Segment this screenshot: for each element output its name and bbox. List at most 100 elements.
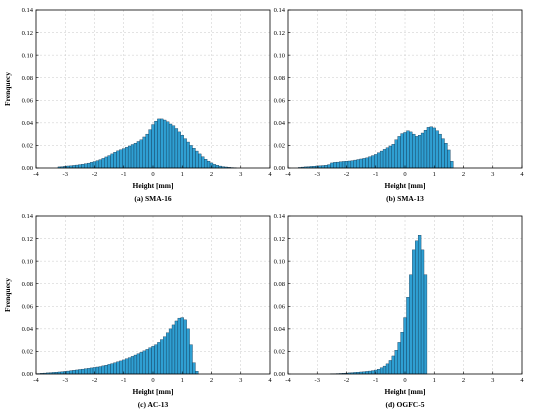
histogram-bar <box>107 155 111 169</box>
histogram-bar <box>397 342 401 375</box>
y-tick-label: 0.12 <box>22 236 33 243</box>
y-tick-label: 0.14 <box>22 213 34 220</box>
histogram-bar <box>142 350 146 375</box>
histogram-bar <box>429 126 433 169</box>
histogram-bar <box>183 138 187 169</box>
histogram-bar <box>160 118 164 169</box>
histogram-bar <box>72 370 76 375</box>
y-tick-label: 0.04 <box>22 120 34 127</box>
histogram-bar <box>174 128 179 169</box>
histogram-bar <box>391 144 395 169</box>
y-tick-label: 0.12 <box>274 30 285 37</box>
histogram-bar <box>163 119 167 169</box>
y-tick-label: 0.10 <box>22 52 33 59</box>
histogram-bar <box>101 158 105 169</box>
histogram-bar <box>400 133 404 169</box>
histogram-bar <box>198 153 202 169</box>
x-tick-label: -3 <box>63 171 68 178</box>
histogram-bar <box>333 162 337 169</box>
histogram-bar <box>394 139 398 169</box>
histogram-bar <box>142 136 146 169</box>
histogram-bar <box>101 365 105 375</box>
histogram-bar <box>330 162 334 169</box>
histogram-bar <box>415 240 419 375</box>
histogram-bar <box>107 364 111 375</box>
y-tick-label: 0.04 <box>274 326 286 333</box>
histogram-bar <box>382 149 387 169</box>
y-tick-label: 0.10 <box>22 258 33 265</box>
histogram-bar <box>435 130 439 169</box>
histogram-bar <box>341 161 346 169</box>
histogram-bar <box>81 163 85 169</box>
y-tick-label: 0.02 <box>274 143 285 150</box>
histogram-bar <box>189 145 193 169</box>
y-tick-label: 0.06 <box>274 303 286 310</box>
histogram-bar <box>406 130 410 169</box>
histogram-bar <box>113 152 117 169</box>
histogram-bar <box>81 368 85 375</box>
histogram-bar <box>195 150 199 169</box>
histogram-bar <box>148 129 152 169</box>
histogram-bar <box>163 336 167 375</box>
x-tick-label: -2 <box>344 171 349 178</box>
histogram-bar <box>432 127 436 169</box>
chart-panel-3: -4 -3 -2 -1 0 1 2 3 4 0.00 0.02 0.04 0.06 0.08 0.10 0.1… <box>3 213 272 409</box>
x-tick-label: 4 <box>520 377 524 384</box>
histogram-bar <box>206 161 211 169</box>
x-tick-label: -1 <box>121 171 126 178</box>
histogram-bar <box>423 274 428 375</box>
histogram-bar <box>168 123 173 169</box>
x-tick-label: -2 <box>344 377 349 384</box>
histogram-bar <box>87 368 91 375</box>
x-tick-label: 0 <box>151 171 154 178</box>
histogram-bar <box>89 162 94 169</box>
histogram-bar <box>133 142 138 169</box>
histogram-bar <box>119 360 123 375</box>
histogram-bar <box>415 136 419 169</box>
x-tick-label: 0 <box>403 171 406 178</box>
histogram-bar <box>450 161 454 169</box>
histogram-bar <box>438 133 442 169</box>
histogram-bar <box>75 369 79 375</box>
histogram-bar <box>127 145 132 169</box>
x-tick-label: 0 <box>151 377 154 384</box>
histogram-bar <box>171 324 176 375</box>
histogram-bar <box>327 164 331 169</box>
histogram-bar <box>84 163 88 169</box>
histogram-bar <box>212 164 217 169</box>
histogram-bar <box>215 165 219 169</box>
histogram-bar <box>89 367 94 375</box>
histogram-bar <box>201 156 205 169</box>
histogram-bar <box>148 347 152 375</box>
x-tick-label: 2 <box>210 377 213 384</box>
chart-panel-4: -4 -3 -2 -1 0 1 2 3 4 0.00 0.02 0.04 0.06 0.08 0.10 0.1… <box>274 213 525 409</box>
histogram-bar <box>377 369 381 375</box>
y-tick-label: 0.04 <box>22 326 34 333</box>
panel-caption: (a) SMA-16 <box>134 194 172 203</box>
histogram-bar <box>180 317 184 375</box>
histogram-bar <box>130 356 135 375</box>
histogram-bar <box>385 147 390 169</box>
histogram-bar <box>130 144 135 169</box>
histogram-bar <box>154 120 158 169</box>
y-tick-label: 0.00 <box>22 165 33 172</box>
x-tick-label: -4 <box>285 171 291 178</box>
histogram-bar <box>391 355 395 375</box>
y-tick-label: 0.06 <box>22 97 34 104</box>
histogram-bar <box>165 121 170 169</box>
histogram-bar <box>412 133 416 169</box>
histogram-bar <box>104 156 108 169</box>
histogram-bar <box>388 145 393 169</box>
histogram-bar <box>186 141 190 169</box>
x-tick-label: -1 <box>121 377 126 384</box>
x-tick-label: -3 <box>315 377 320 384</box>
y-tick-label: 0.00 <box>274 165 285 172</box>
histogram-bar <box>382 365 387 375</box>
histogram-bar <box>98 159 102 169</box>
histogram-bar <box>397 136 401 169</box>
histogram-bar <box>157 342 161 375</box>
histogram-bar <box>409 131 413 169</box>
histogram-bar <box>75 164 79 169</box>
y-tick-label: 0.14 <box>274 213 286 220</box>
